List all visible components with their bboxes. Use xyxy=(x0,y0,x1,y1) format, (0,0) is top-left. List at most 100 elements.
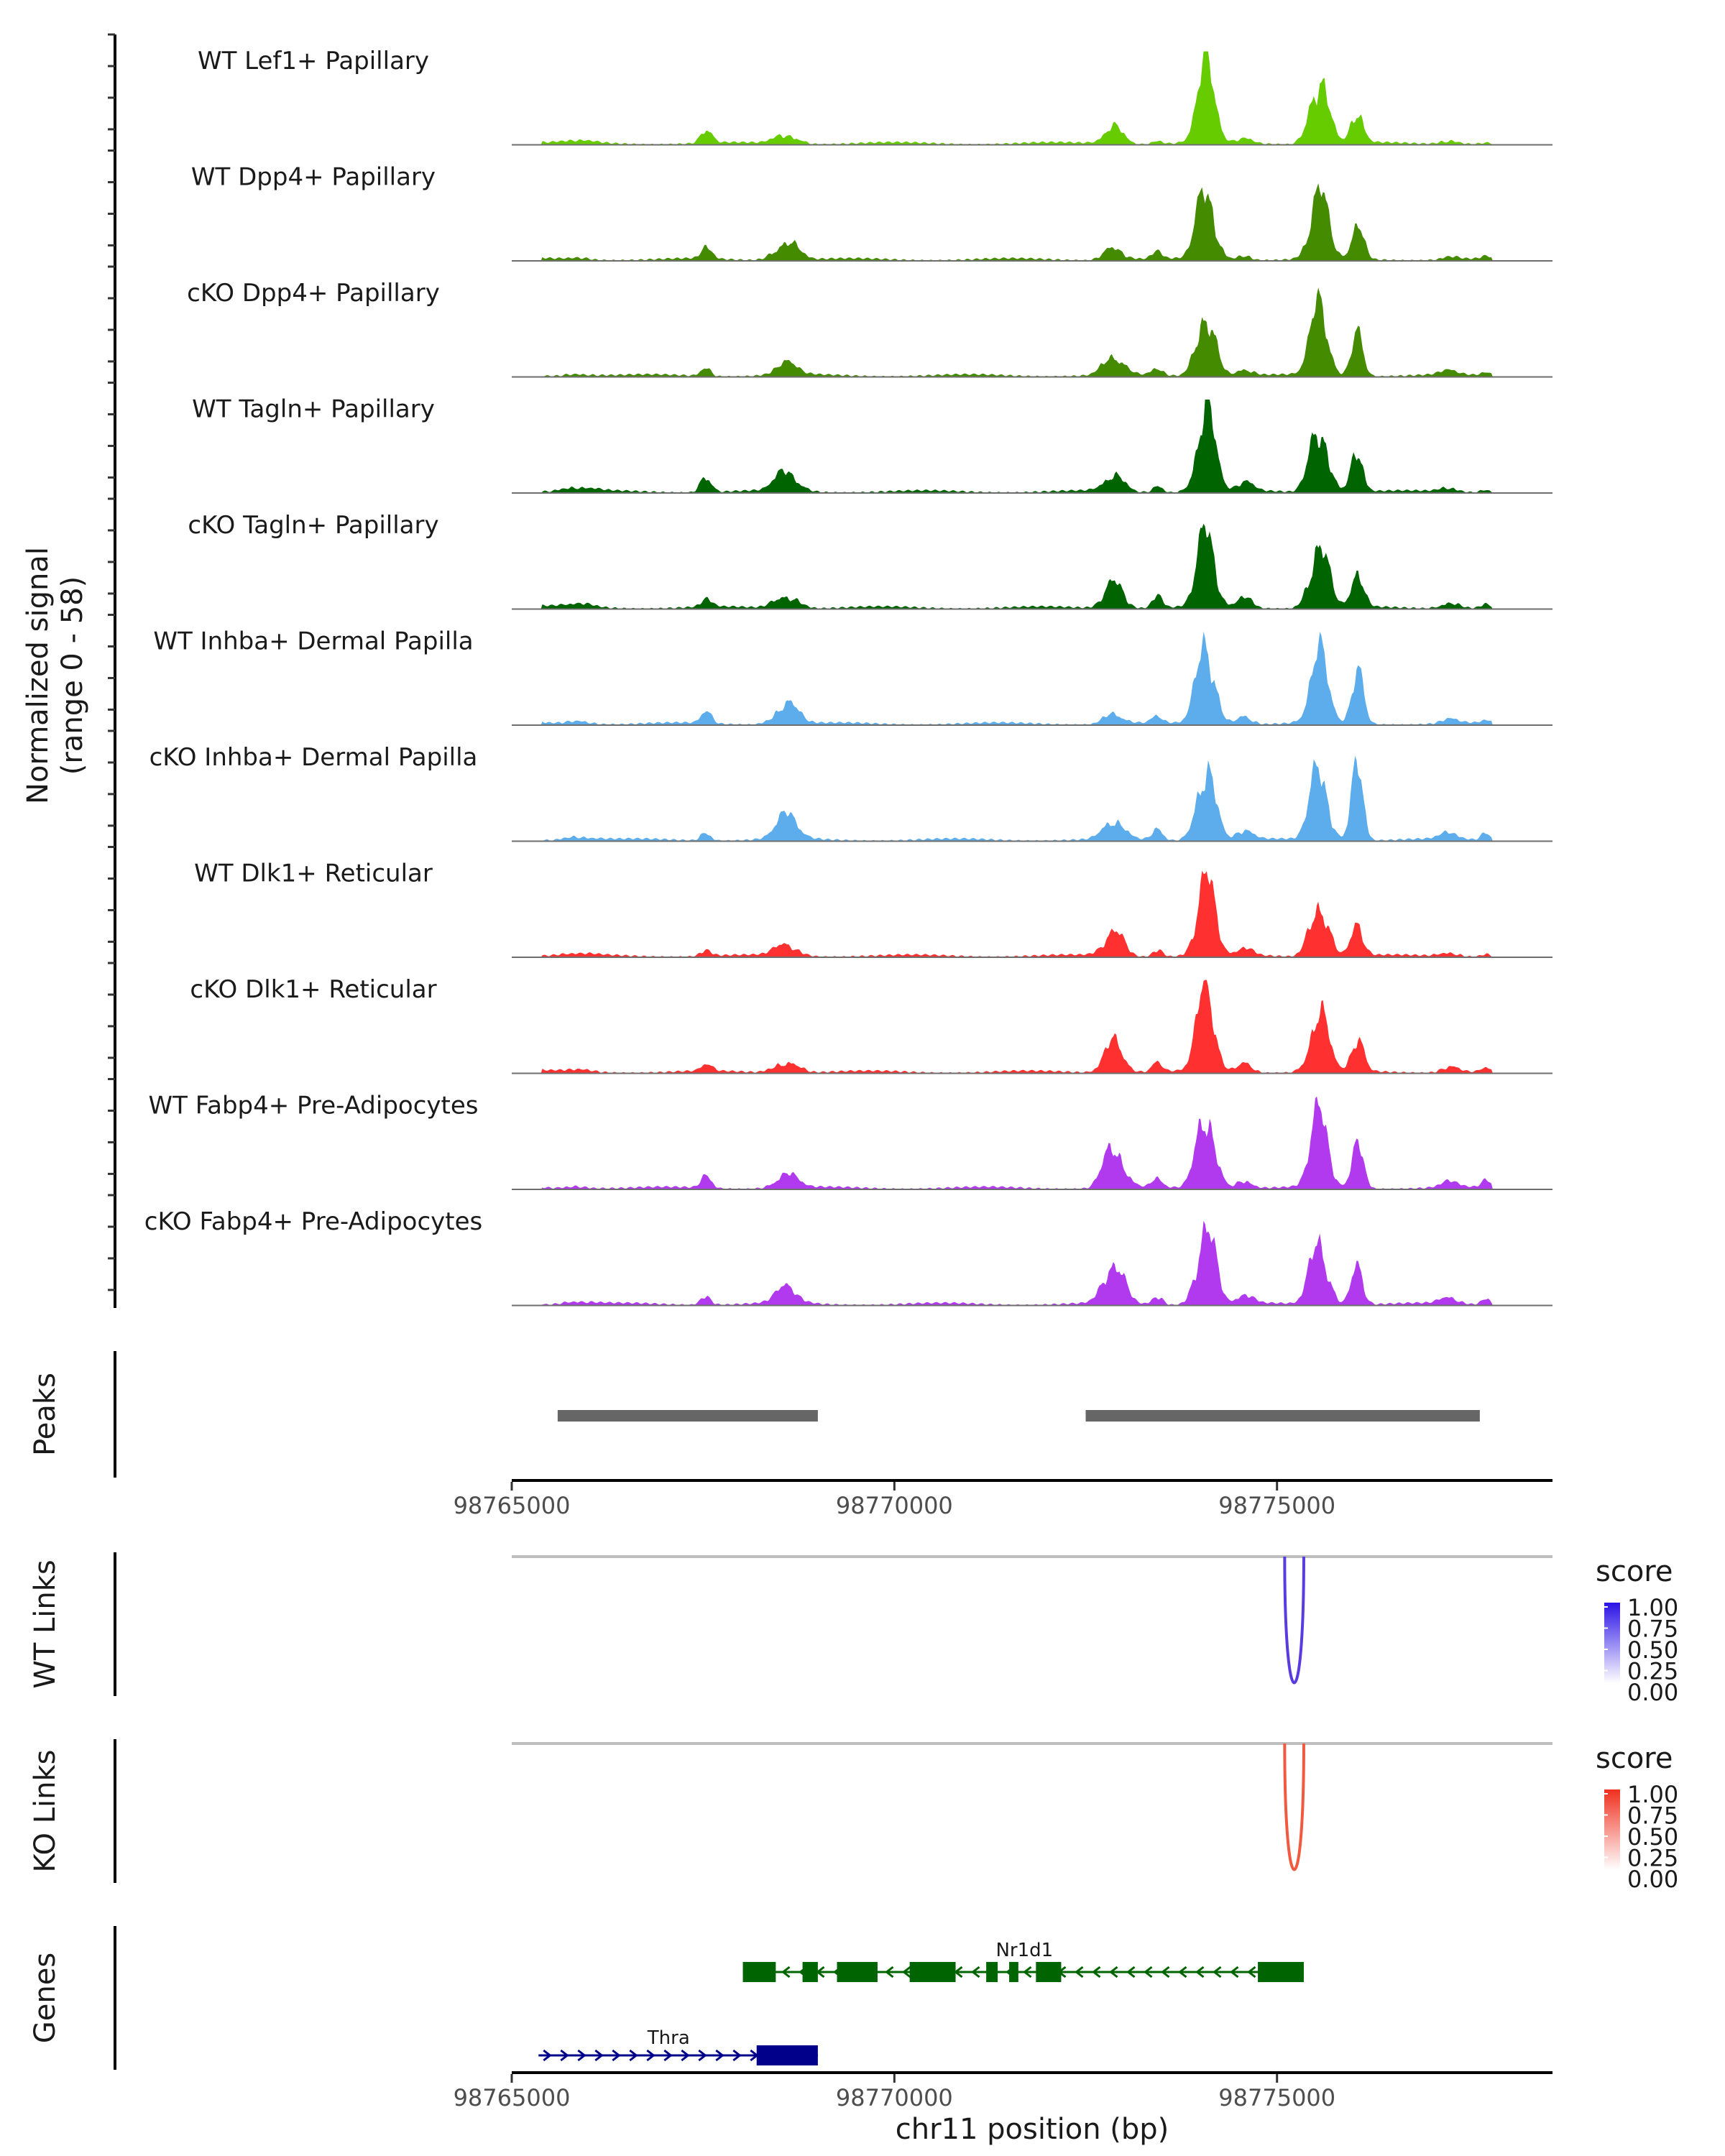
gene-exon xyxy=(986,1962,998,1982)
coverage-track-7: cKO Inhba+ Dermal Papilla xyxy=(150,743,1552,842)
legend-tick-label: 0.75 xyxy=(1627,1802,1678,1830)
strand-arrow xyxy=(954,1966,963,1978)
strand-arrow xyxy=(971,1966,980,1978)
peak-bar xyxy=(557,1410,818,1422)
strand-arrow xyxy=(732,2049,742,2062)
strand-arrow xyxy=(612,2049,621,2062)
strand-arrow xyxy=(1126,1966,1136,1978)
peak-bar xyxy=(1085,1410,1480,1422)
track-label: cKO Tagln+ Papillary xyxy=(188,511,438,540)
x-tick-label: 98765000 xyxy=(454,1492,571,1519)
track-label: cKO Fabp4+ Pre-Adipocytes xyxy=(144,1207,483,1236)
strand-arrow xyxy=(1161,1966,1170,1978)
strand-arrow xyxy=(1109,1966,1118,1978)
gene-thra: Thra xyxy=(538,2027,818,2065)
strand-arrow xyxy=(781,1966,791,1978)
gene-exon xyxy=(909,1962,956,1982)
strand-arrow xyxy=(902,1966,911,1978)
coverage-y-axis-ticks xyxy=(108,33,115,1291)
coverage-track-10: WT Fabp4+ Pre-Adipocytes xyxy=(149,1092,1552,1190)
legend-title: score xyxy=(1596,1555,1673,1588)
x-tick-label: 98775000 xyxy=(1218,2084,1335,2111)
strand-arrow xyxy=(885,1966,894,1978)
y-axis-title: Normalized signal xyxy=(22,547,55,804)
strand-arrow xyxy=(1092,1966,1101,1978)
coverage-track-2: WT Dpp4+ Papillary xyxy=(191,163,1552,262)
x-tick-label: 98770000 xyxy=(836,2084,953,2111)
link-panel-label: WT Links xyxy=(29,1560,62,1688)
legend-tick-label: 0.00 xyxy=(1627,1679,1678,1706)
coverage-area xyxy=(512,1096,1552,1189)
strand-arrow xyxy=(629,2049,638,2062)
track-label: WT Fabp4+ Pre-Adipocytes xyxy=(149,1092,479,1120)
peaks-track xyxy=(557,1410,1480,1422)
peaks-x-axis-ticks: 98765000 98770000 98775000 xyxy=(454,1482,1335,1519)
bottom-x-axis-ticks: 98765000 98770000 98775000 xyxy=(454,2074,1335,2111)
coverage-track-1: WT Lef1+ Papillary xyxy=(198,47,1552,146)
strand-arrow xyxy=(681,2049,690,2062)
link-arc xyxy=(1283,1556,1305,1685)
gene-name-label: Nr1d1 xyxy=(995,1940,1053,1961)
strand-arrow xyxy=(1247,1966,1256,1978)
track-label: WT Dlk1+ Reticular xyxy=(194,860,433,888)
track-label: cKO Dlk1+ Reticular xyxy=(190,975,436,1004)
track-label: WT Lef1+ Papillary xyxy=(198,47,429,75)
gene-exon xyxy=(837,1962,878,1982)
legend-colorbar xyxy=(1604,1789,1620,1870)
coverage-track-9: cKO Dlk1+ Reticular xyxy=(190,975,1552,1074)
strand-arrow xyxy=(1023,1966,1032,1978)
strand-arrow xyxy=(560,2049,569,2062)
x-tick-label: 98770000 xyxy=(836,1492,953,1519)
gene-exon xyxy=(1009,1962,1018,1982)
x-tick-label: 98765000 xyxy=(454,2084,571,2111)
gene-nr1d1: Nr1d1 xyxy=(742,1940,1304,1982)
legend-tick-label: 0.75 xyxy=(1627,1616,1678,1643)
strand-arrow xyxy=(646,2049,656,2062)
legend-tick-label: 0.25 xyxy=(1627,1658,1678,1685)
strand-arrow xyxy=(1213,1966,1222,1978)
coverage-track-11: cKO Fabp4+ Pre-Adipocytes xyxy=(144,1207,1552,1307)
coverage-tracks: WT Lef1+ Papillary WT Dpp4+ Papillary cKO … xyxy=(144,47,1552,1307)
legend-tick-label: 1.00 xyxy=(1627,1781,1678,1808)
strand-arrow xyxy=(663,2049,673,2062)
track-label: cKO Dpp4+ Papillary xyxy=(187,279,440,308)
strand-arrow xyxy=(1075,1966,1084,1978)
legend-tick-label: 1.00 xyxy=(1627,1594,1678,1621)
track-label: cKO Inhba+ Dermal Papilla xyxy=(150,743,478,772)
strand-arrow xyxy=(715,2049,724,2062)
x-axis-title: chr11 position (bp) xyxy=(896,2113,1169,2146)
gene-exon xyxy=(742,1962,776,1982)
coverage-track-8: WT Dlk1+ Reticular xyxy=(194,860,1552,958)
gene-name-label: Thra xyxy=(647,2027,690,2049)
link-arc xyxy=(1283,1743,1305,1871)
coverage-track-5: cKO Tagln+ Papillary xyxy=(188,511,1552,610)
peaks-panel-label: Peaks xyxy=(29,1373,62,1456)
strand-arrow xyxy=(594,2049,604,2062)
strand-arrow xyxy=(1144,1966,1153,1978)
strand-arrow xyxy=(1230,1966,1239,1978)
strand-arrow xyxy=(698,2049,707,2062)
strand-arrow xyxy=(577,2049,586,2062)
strand-arrow xyxy=(1195,1966,1205,1978)
link-panel-2: KO Links score 1.000.750.500.250.00 xyxy=(29,1739,1678,1893)
genes-panel-label: Genes xyxy=(29,1953,62,2043)
gene-exon xyxy=(756,2045,818,2065)
y-axis-subtitle: (range 0 - 58) xyxy=(56,576,89,775)
gene-exon xyxy=(1258,1962,1304,1982)
strand-arrow xyxy=(543,2049,552,2062)
legend-tick-label: 0.00 xyxy=(1627,1866,1678,1893)
x-tick-label: 98775000 xyxy=(1218,1492,1335,1519)
legend-colorbar xyxy=(1604,1603,1620,1683)
strand-arrow xyxy=(1178,1966,1187,1978)
legend-tick-label: 0.50 xyxy=(1627,1823,1678,1851)
legend-tick-label: 0.25 xyxy=(1627,1845,1678,1872)
legend-title: score xyxy=(1596,1742,1673,1775)
y-axis-title-group: Normalized signal (range 0 - 58) xyxy=(22,547,89,804)
track-label: WT Tagln+ Papillary xyxy=(192,395,435,424)
track-label: WT Dpp4+ Papillary xyxy=(191,163,436,192)
coverage-track-3: cKO Dpp4+ Papillary xyxy=(187,279,1552,378)
link-panel-label: KO Links xyxy=(29,1750,62,1873)
